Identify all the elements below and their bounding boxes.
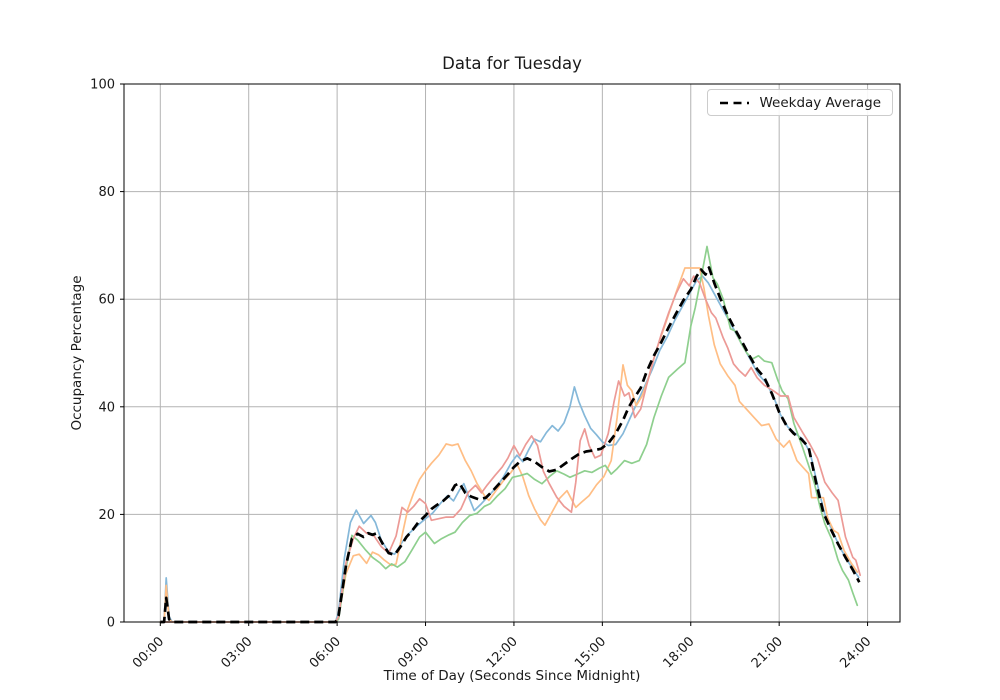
y-axis-label: Occupancy Percentage	[69, 275, 85, 431]
y-tick-label: 80	[98, 185, 115, 200]
x-tick-label: 15:00	[572, 634, 609, 671]
x-tick-label: 09:00	[395, 634, 432, 671]
y-tick-label: 60	[98, 293, 115, 308]
series-line-series-2	[159, 267, 859, 623]
x-tick-label: 12:00	[484, 634, 521, 671]
axes-spines	[123, 83, 901, 623]
series-line-series-1	[159, 275, 860, 623]
x-tick-label: 24:00	[837, 634, 874, 671]
series-line-series-4	[159, 275, 862, 623]
x-axis-label: Time of Day (Seconds Since Midnight)	[383, 668, 641, 684]
series-line-series-3	[159, 245, 859, 623]
x-tick-label: 00:00	[130, 634, 167, 671]
chart-title: Data for Tuesday	[442, 54, 582, 73]
x-tick-label: 06:00	[307, 634, 344, 671]
y-tick-label: 0	[107, 616, 115, 631]
legend-dashed-line-sample	[720, 101, 750, 104]
x-tick-label: 18:00	[660, 634, 697, 671]
x-tick-label: 21:00	[749, 634, 786, 671]
y-tick-label: 40	[98, 400, 115, 415]
x-tick-label: 03:00	[218, 634, 255, 671]
y-tick-label: 20	[98, 508, 115, 523]
legend-label: Weekday Average	[759, 94, 881, 111]
y-tick-label: 100	[90, 78, 115, 93]
legend: Weekday Average	[707, 89, 893, 116]
average-line	[160, 266, 861, 624]
